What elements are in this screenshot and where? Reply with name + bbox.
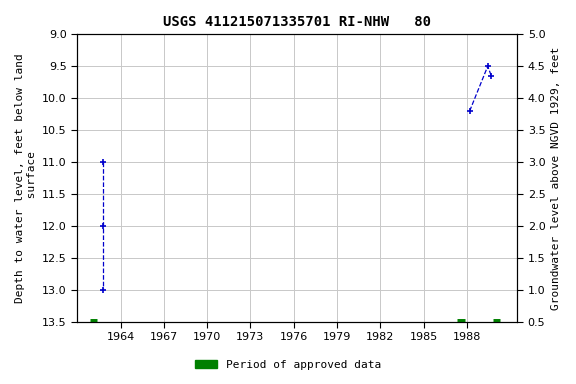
Y-axis label: Groundwater level above NGVD 1929, feet: Groundwater level above NGVD 1929, feet (551, 46, 561, 310)
Legend: Period of approved data: Period of approved data (191, 356, 385, 375)
Title: USGS 411215071335701 RI-NHW   80: USGS 411215071335701 RI-NHW 80 (164, 15, 431, 29)
Y-axis label: Depth to water level, feet below land
 surface: Depth to water level, feet below land su… (15, 53, 37, 303)
